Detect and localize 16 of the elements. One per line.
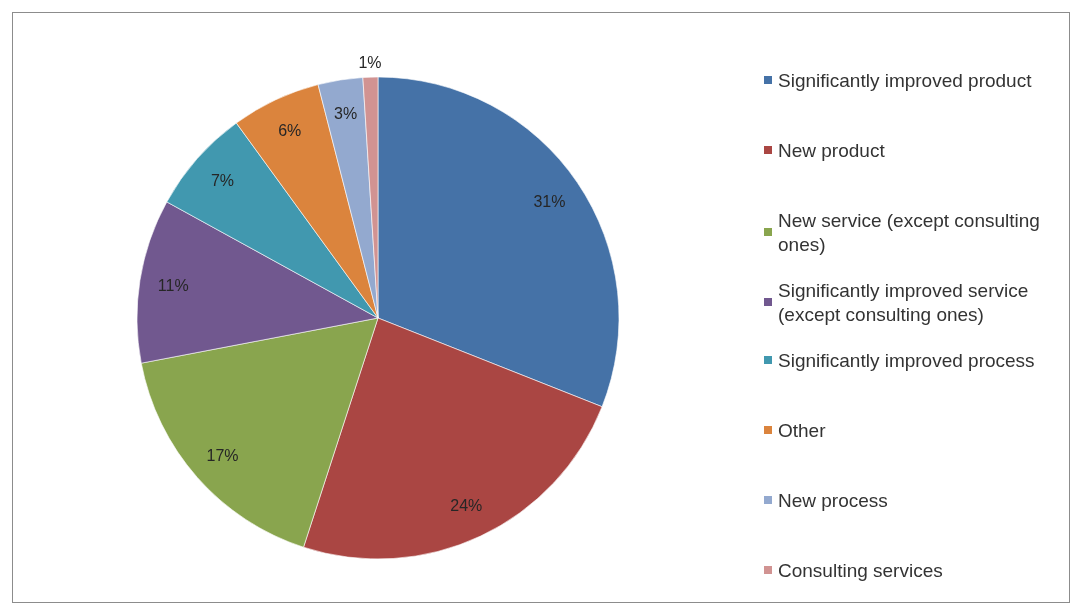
data-label: 31% xyxy=(533,193,566,210)
legend-label: Consulting services xyxy=(778,559,943,581)
legend-label: New process xyxy=(778,489,888,511)
legend-label: Significantly improved process xyxy=(778,349,1035,371)
data-label: 6% xyxy=(278,121,302,139)
data-label: 1% xyxy=(358,53,382,71)
data-label: 11% xyxy=(157,277,189,295)
legend-label: Significantly improved service (except consulting ones) xyxy=(778,279,1034,325)
legend-label: Significantly improved product xyxy=(778,69,1033,91)
data-label: 17% xyxy=(206,446,239,464)
data-label: 3% xyxy=(334,104,358,122)
data-label: 24% xyxy=(450,497,483,515)
data-label: 7% xyxy=(210,172,235,190)
legend-label: Other xyxy=(778,419,827,441)
legend-label: New product xyxy=(778,139,886,161)
legend-label: New service (except consulting ones) xyxy=(778,209,1046,255)
